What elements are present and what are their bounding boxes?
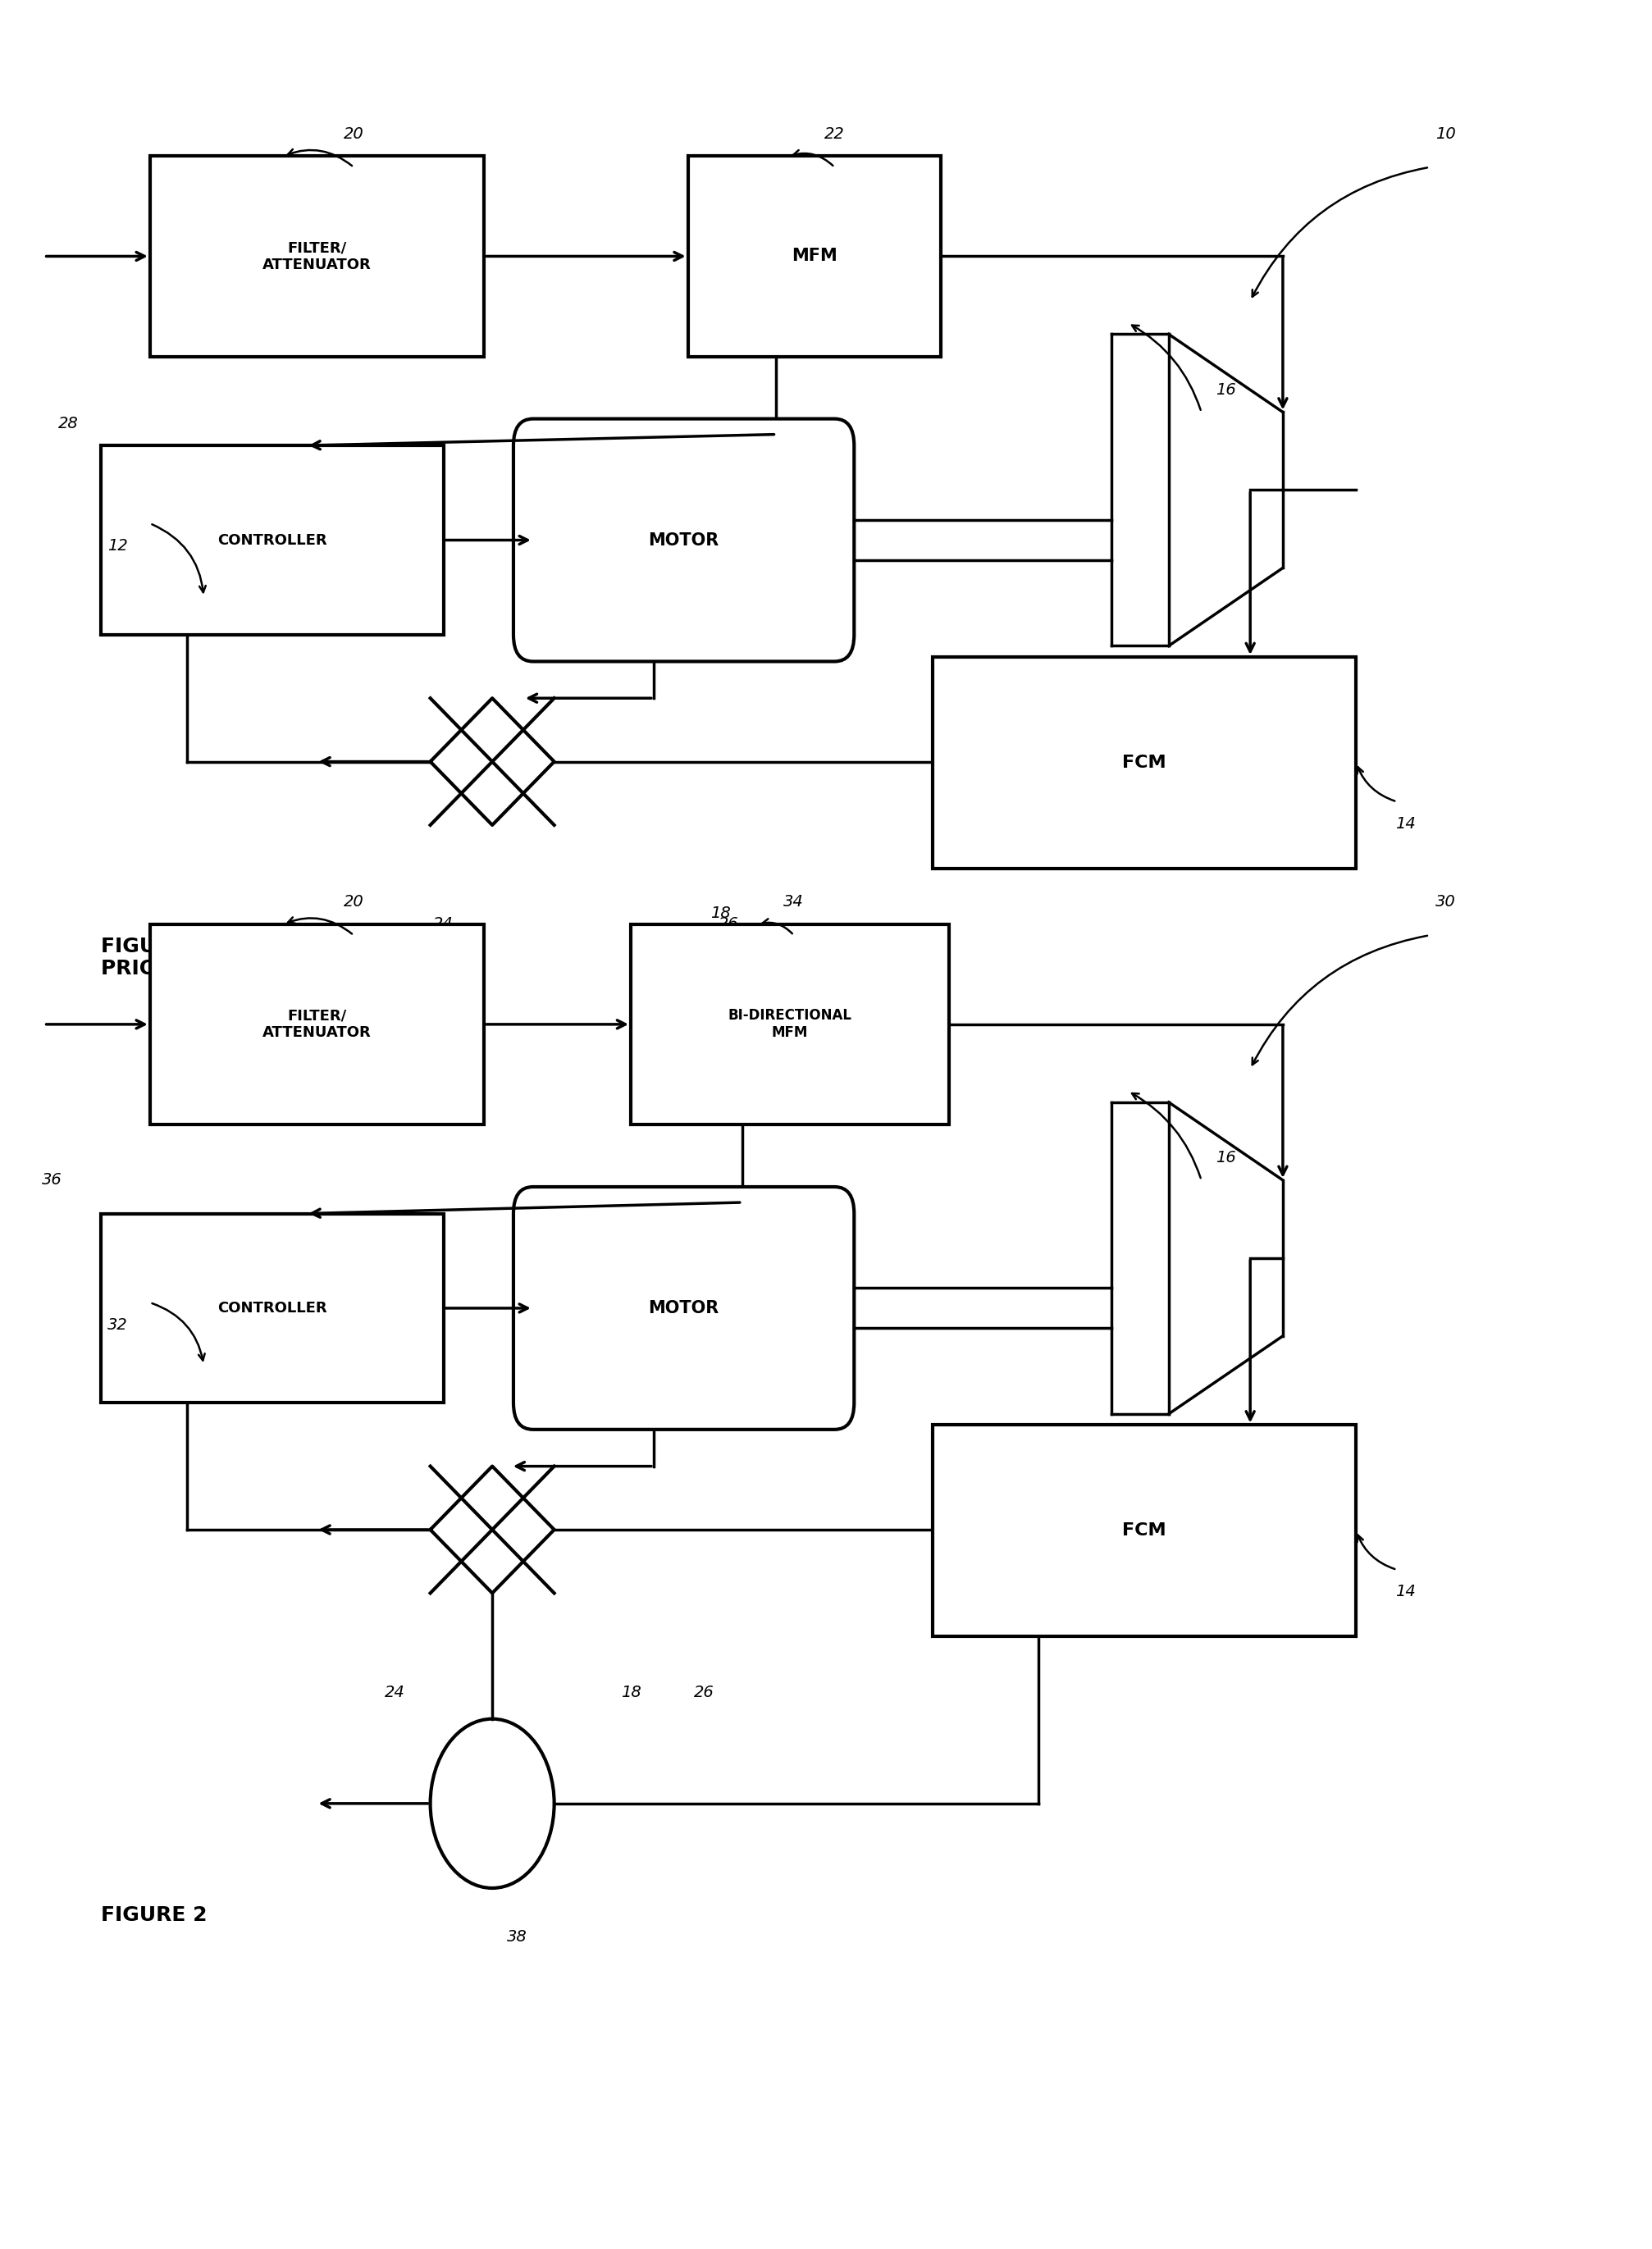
Text: FILTER/
ATTENUATOR: FILTER/ ATTENUATOR bbox=[263, 241, 372, 272]
Text: 28: 28 bbox=[58, 416, 79, 432]
Text: FCM: FCM bbox=[1122, 753, 1166, 771]
Bar bbox=[150, 155, 484, 355]
Text: FIGURE 1
PRIOR ART: FIGURE 1 PRIOR ART bbox=[101, 936, 225, 978]
Text: 36: 36 bbox=[41, 1172, 63, 1187]
Text: FILTER/
ATTENUATOR: FILTER/ ATTENUATOR bbox=[263, 1008, 372, 1041]
Text: MOTOR: MOTOR bbox=[648, 533, 719, 549]
FancyBboxPatch shape bbox=[514, 418, 854, 661]
Text: 16: 16 bbox=[1214, 382, 1236, 398]
Text: 24: 24 bbox=[385, 1685, 405, 1700]
Bar bbox=[687, 155, 940, 355]
FancyBboxPatch shape bbox=[514, 1187, 854, 1430]
Bar bbox=[101, 1214, 443, 1403]
Text: FIGURE 2: FIGURE 2 bbox=[101, 1905, 206, 1925]
Bar bbox=[631, 924, 948, 1124]
Text: 20: 20 bbox=[344, 895, 363, 909]
Text: 24: 24 bbox=[433, 915, 453, 931]
Text: 32: 32 bbox=[107, 1318, 127, 1334]
Text: CONTROLLER: CONTROLLER bbox=[218, 1300, 327, 1316]
Text: BI-DIRECTIONAL
MFM: BI-DIRECTIONAL MFM bbox=[727, 1008, 851, 1041]
Bar bbox=[932, 657, 1356, 868]
Text: 12: 12 bbox=[107, 538, 127, 553]
Text: 26: 26 bbox=[694, 1685, 714, 1700]
Text: 18: 18 bbox=[621, 1685, 641, 1700]
Text: 34: 34 bbox=[783, 895, 803, 909]
Text: 18: 18 bbox=[710, 904, 730, 920]
Text: 14: 14 bbox=[1394, 1583, 1414, 1599]
Bar bbox=[932, 1426, 1356, 1637]
Bar bbox=[101, 445, 443, 634]
Text: 20: 20 bbox=[344, 126, 363, 142]
Bar bbox=[150, 924, 484, 1124]
Text: 30: 30 bbox=[1436, 895, 1455, 909]
Text: 22: 22 bbox=[824, 126, 844, 142]
Text: FCM: FCM bbox=[1122, 1523, 1166, 1538]
Text: MFM: MFM bbox=[791, 247, 836, 265]
Text: 10: 10 bbox=[1436, 126, 1455, 142]
Text: CONTROLLER: CONTROLLER bbox=[218, 533, 327, 547]
Text: MOTOR: MOTOR bbox=[648, 1300, 719, 1316]
Text: 16: 16 bbox=[1214, 1149, 1236, 1165]
Text: 14: 14 bbox=[1394, 816, 1414, 832]
Text: 38: 38 bbox=[506, 1930, 527, 1945]
Text: 26: 26 bbox=[719, 915, 738, 931]
